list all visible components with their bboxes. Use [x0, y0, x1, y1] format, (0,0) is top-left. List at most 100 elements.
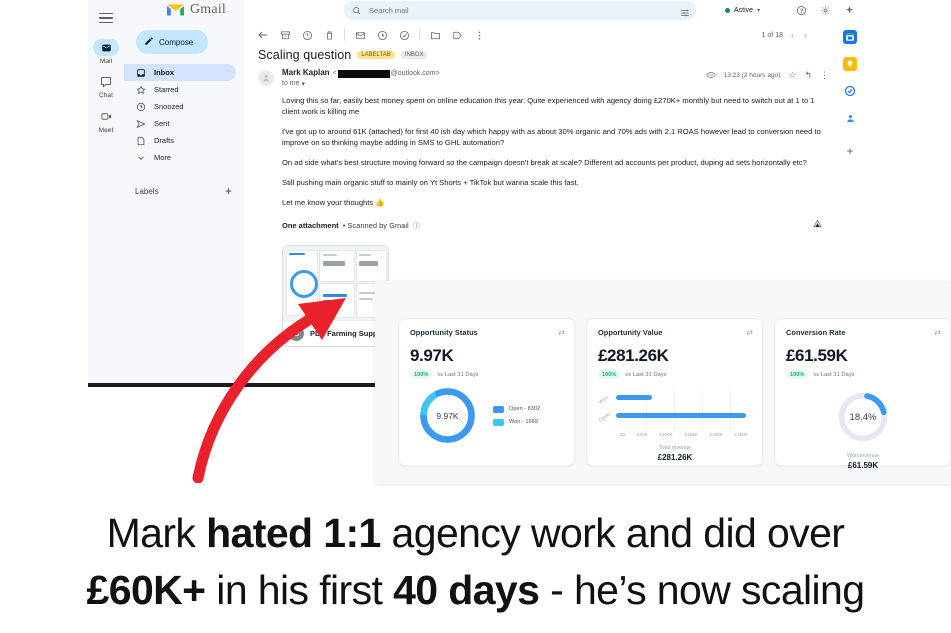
attachment-card[interactable]: G PDF Farming Support — [282, 244, 389, 347]
redaction-bar — [337, 69, 390, 78]
sidebar-item-snoozed[interactable]: Snoozed — [124, 98, 236, 115]
footer-label: Total revenue — [658, 445, 692, 451]
recipient-label: to me — [282, 80, 300, 87]
message-paragraph: On ad side what's best structure moving … — [282, 157, 807, 167]
attachment-scanned: • Scanned by Gmail — [342, 221, 409, 230]
mark-unread-icon[interactable] — [349, 24, 371, 46]
avatar — [258, 70, 274, 86]
legend-swatch — [493, 418, 504, 426]
label-icon[interactable] — [446, 24, 468, 46]
status-badge[interactable]: Active ▾ — [719, 3, 767, 18]
gear-icon[interactable] — [818, 3, 833, 18]
sidebar-label-drafts: Drafts — [154, 136, 175, 145]
tasks-icon[interactable] — [843, 84, 857, 98]
sidebar-item-sent[interactable]: Sent — [124, 115, 236, 132]
search-input[interactable] — [367, 5, 688, 16]
add-to-drive-icon[interactable] — [812, 219, 823, 233]
contacts-icon[interactable] — [843, 111, 857, 125]
hamburger-icon[interactable] — [95, 7, 117, 29]
sidebar-label-sent: Sent — [154, 119, 170, 128]
search-bar[interactable] — [344, 1, 696, 20]
sparkle-icon[interactable] — [842, 3, 857, 18]
sidebar-label-snoozed: Snoozed — [154, 102, 184, 111]
rail-item-mail[interactable]: Mail — [88, 39, 124, 65]
card-opportunity-status: Opportunity Status ⇄ 9.97K 100% vs Last … — [398, 318, 575, 466]
prev-page-button[interactable]: ‹ — [791, 30, 794, 40]
legend-item: Open - 8302 — [493, 405, 540, 413]
pagination: 1 of 18 ‹ › — [762, 22, 809, 48]
sidebar-item-starred[interactable]: Starred — [124, 81, 236, 98]
attachment-heading: One attachment — [282, 221, 339, 230]
sidebar: Gmail Compose Inbox — [124, 0, 244, 387]
sender-name: Mark Kaplan — [282, 68, 330, 77]
report-spam-icon[interactable] — [296, 24, 318, 46]
back-icon[interactable] — [252, 24, 274, 46]
axis-tick: £50K — [636, 432, 648, 437]
label-chip[interactable]: LABELTAB — [357, 51, 395, 59]
x-axis: £0 £50K £100K £150K £200K £250K — [598, 432, 752, 437]
message-header: Mark Kaplan < @outlook.com> to me ▾ — [258, 68, 839, 88]
footer-label: Won revenue — [847, 453, 879, 459]
card-value: £281.26K — [598, 346, 669, 365]
delete-icon[interactable] — [318, 24, 340, 46]
card-title: Opportunity Value — [598, 328, 663, 337]
search-options-icon[interactable] — [680, 5, 690, 23]
add-to-tasks-icon[interactable] — [393, 24, 415, 46]
swap-icon[interactable]: ⇄ — [746, 328, 753, 337]
rail-label-chat: Chat — [98, 92, 114, 99]
add-label-button[interactable]: + — [224, 184, 232, 198]
axis-tick: £200K — [709, 432, 723, 437]
sidebar-item-more[interactable]: More — [124, 149, 236, 166]
unsubscribe-icon[interactable] — [706, 66, 716, 84]
reply-icon[interactable]: ↰ — [804, 69, 812, 80]
pencil-icon — [144, 33, 154, 51]
clock-icon — [135, 101, 146, 112]
footer-value: £61.59K — [847, 461, 879, 470]
toolbar-divider — [344, 29, 345, 41]
message-paragraph: Loving this so far, easily best money sp… — [282, 95, 815, 116]
attachment-filename: PDF Farming Support — [310, 328, 388, 338]
bar-row: Won — [598, 389, 752, 407]
compose-button[interactable]: Compose — [136, 30, 208, 54]
pagination-text: 1 of 18 — [761, 31, 783, 39]
rail-item-meet[interactable]: Meet — [88, 108, 124, 134]
label-chip-inbox[interactable]: INBOX — [400, 51, 428, 59]
rail-item-chat[interactable]: Chat — [88, 74, 124, 99]
axis-tick: £0 — [620, 432, 626, 437]
caption-line-2: £60K+ in his first 40 days - he’s now sc… — [0, 562, 951, 619]
message-meta: 13:23 (2 hours ago) ☆ ↰ ⋮ — [706, 66, 829, 84]
archive-icon[interactable] — [274, 24, 296, 46]
caption: Mark hated 1:1 agency work and did over … — [0, 505, 951, 619]
caption-text: - he’s now scaling — [539, 567, 865, 613]
delta-badge: 100% — [786, 370, 809, 379]
next-page-button[interactable]: › — [804, 30, 807, 40]
help-icon[interactable] — [794, 3, 809, 18]
calendar-icon[interactable] — [843, 30, 857, 44]
move-to-icon[interactable] — [424, 24, 446, 46]
message-body: Loving this so far, easily best money sp… — [258, 88, 839, 208]
message-paragraph: Let me know your thoughts 👍 — [282, 197, 385, 207]
sidebar-item-inbox[interactable]: Inbox — [124, 64, 236, 81]
snooze-icon[interactable] — [371, 24, 393, 46]
page-title: Scaling question — [258, 48, 352, 62]
message-timestamp: 13:23 (2 hours ago) — [723, 71, 781, 79]
more-options-icon[interactable]: ⋮ — [820, 69, 829, 80]
star-icon[interactable]: ☆ — [788, 69, 797, 80]
footer-value: £281.26K — [657, 453, 693, 462]
keep-icon[interactable] — [843, 57, 857, 71]
sidebar-item-drafts[interactable]: Drafts — [124, 132, 236, 149]
caption-bold: 40 days — [393, 567, 540, 613]
card-conversion-rate: Conversion Rate ⇄ £61.59K 100% vs Last 3… — [774, 318, 951, 470]
recipient-toggle[interactable]: to me ▾ — [282, 80, 440, 88]
labels-header: Labels — [135, 186, 159, 196]
gmail-logo: Gmail — [166, 2, 226, 18]
rail-label-mail: Mail — [99, 57, 113, 65]
swap-icon[interactable]: ⇄ — [558, 328, 565, 337]
more-options-icon[interactable] — [468, 24, 490, 46]
swap-icon[interactable]: ⇄ — [934, 328, 941, 337]
add-panel-icon[interactable]: + — [846, 144, 854, 158]
delta-row: 100% vs Last 31 Days — [598, 370, 752, 379]
info-icon[interactable]: ⓘ — [412, 222, 420, 230]
subject-row: Scaling question LABELTAB INBOX — [244, 48, 839, 64]
